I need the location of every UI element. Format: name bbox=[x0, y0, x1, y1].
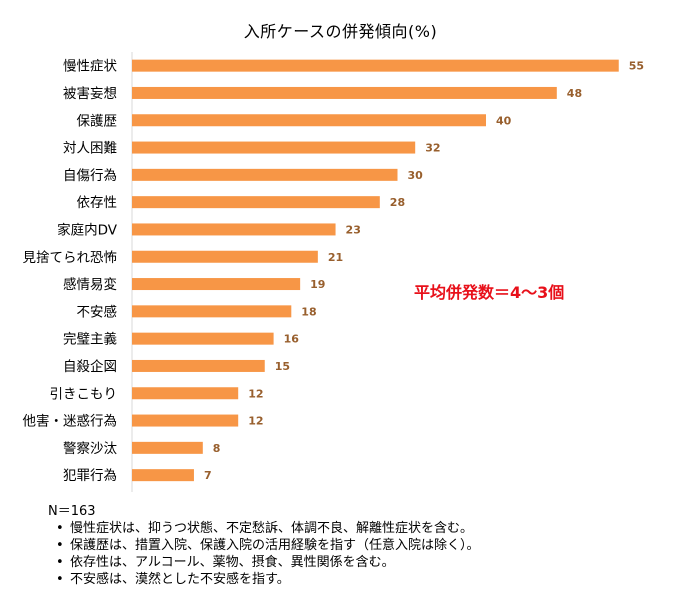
category-label: 他害・迷惑行為 bbox=[23, 414, 118, 430]
data-label: 48 bbox=[567, 87, 582, 100]
category-label: 依存性 bbox=[77, 195, 118, 211]
bar bbox=[132, 387, 239, 400]
notes: N＝163 • 慢性症状は、抑うつ状態、不定愁訴、体調不良、解離性症状を含む。 •… bbox=[48, 503, 480, 588]
data-label: 15 bbox=[275, 360, 290, 373]
data-label: 32 bbox=[425, 142, 440, 155]
category-label: 完璧主義 bbox=[63, 331, 117, 348]
bullet-icon: • bbox=[56, 521, 64, 536]
data-label: 18 bbox=[301, 305, 316, 318]
data-label: 12 bbox=[248, 415, 263, 428]
category-label: 自殺企図 bbox=[63, 358, 117, 375]
sample-size: N＝163 bbox=[48, 504, 96, 519]
data-label: 7 bbox=[204, 469, 212, 482]
data-label: 19 bbox=[310, 278, 325, 291]
category-label: 感情易変 bbox=[63, 276, 117, 293]
bar bbox=[132, 359, 265, 372]
category-label: 警察沙汰 bbox=[63, 440, 117, 457]
bullet-icon: • bbox=[56, 572, 64, 587]
data-label: 21 bbox=[328, 251, 343, 264]
bar bbox=[132, 141, 416, 154]
data-label: 55 bbox=[629, 60, 644, 73]
bar bbox=[132, 59, 619, 72]
note-item: • 慢性症状は、抑うつ状態、不定愁訴、体調不良、解離性症状を含む。 bbox=[48, 520, 480, 537]
category-label: 見捨てられ恐怖 bbox=[23, 249, 118, 266]
note-text: 保護歴は、措置入院、保護入院の活用経験を指す（任意入院は除く）。 bbox=[70, 538, 480, 553]
category-label: 家庭内DV bbox=[57, 221, 118, 238]
bar bbox=[132, 441, 203, 454]
category-label: 慢性症状 bbox=[63, 58, 117, 75]
bar bbox=[132, 278, 301, 291]
bullet-icon: • bbox=[56, 538, 64, 553]
bar bbox=[132, 86, 557, 99]
bar bbox=[132, 114, 486, 127]
category-label: 自傷行為 bbox=[63, 168, 117, 184]
bar bbox=[132, 332, 274, 345]
note-text: 慢性症状は、抑うつ状態、不定愁訴、体調不良、解離性症状を含む。 bbox=[70, 521, 474, 536]
data-label: 12 bbox=[248, 387, 263, 400]
bar bbox=[132, 469, 194, 482]
average-annotation: 平均併発数＝4～3個 bbox=[414, 283, 565, 302]
category-label: 対人困難 bbox=[63, 141, 117, 157]
data-label: 23 bbox=[346, 223, 361, 236]
bar bbox=[132, 223, 336, 236]
bar bbox=[132, 414, 239, 427]
note-item: • 保護歴は、措置入院、保護入院の活用経験を指す（任意入院は除く）。 bbox=[48, 537, 480, 554]
category-label: 被害妄想 bbox=[63, 86, 117, 102]
note-item: • 不安感は、漠然とした不安感を指す。 bbox=[48, 571, 480, 588]
data-label: 16 bbox=[284, 333, 300, 346]
data-label: 40 bbox=[496, 114, 512, 127]
bar-chart: 慢性症状 55 被害妄想 48 保護歴 40 対人困難 32 自傷行為 30 依存性 28 家庭内DV 2… bbox=[23, 52, 644, 492]
note-text: 不安感は、漠然とした不安感を指す。 bbox=[70, 572, 290, 587]
bar bbox=[132, 196, 380, 209]
bar bbox=[132, 250, 318, 263]
data-label: 8 bbox=[213, 442, 221, 455]
bar bbox=[132, 168, 398, 181]
category-label: 不安感 bbox=[77, 303, 118, 320]
chart-title: 入所ケースの併発傾向(%) bbox=[243, 22, 438, 41]
note-item: • 依存性は、アルコール、薬物、摂食、異性関係を含む。 bbox=[48, 554, 480, 571]
category-label: 保護歴 bbox=[77, 113, 118, 129]
bar bbox=[132, 305, 292, 318]
bullet-icon: • bbox=[56, 555, 64, 570]
data-label: 28 bbox=[390, 196, 405, 209]
data-label: 30 bbox=[408, 169, 424, 182]
category-label: 犯罪行為 bbox=[63, 468, 117, 484]
category-label: 引きこもり bbox=[50, 386, 118, 402]
note-text: 依存性は、アルコール、薬物、摂食、異性関係を含む。 bbox=[70, 555, 395, 570]
